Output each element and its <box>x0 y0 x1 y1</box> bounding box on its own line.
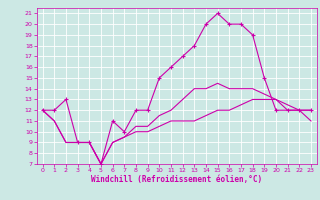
X-axis label: Windchill (Refroidissement éolien,°C): Windchill (Refroidissement éolien,°C) <box>91 175 262 184</box>
